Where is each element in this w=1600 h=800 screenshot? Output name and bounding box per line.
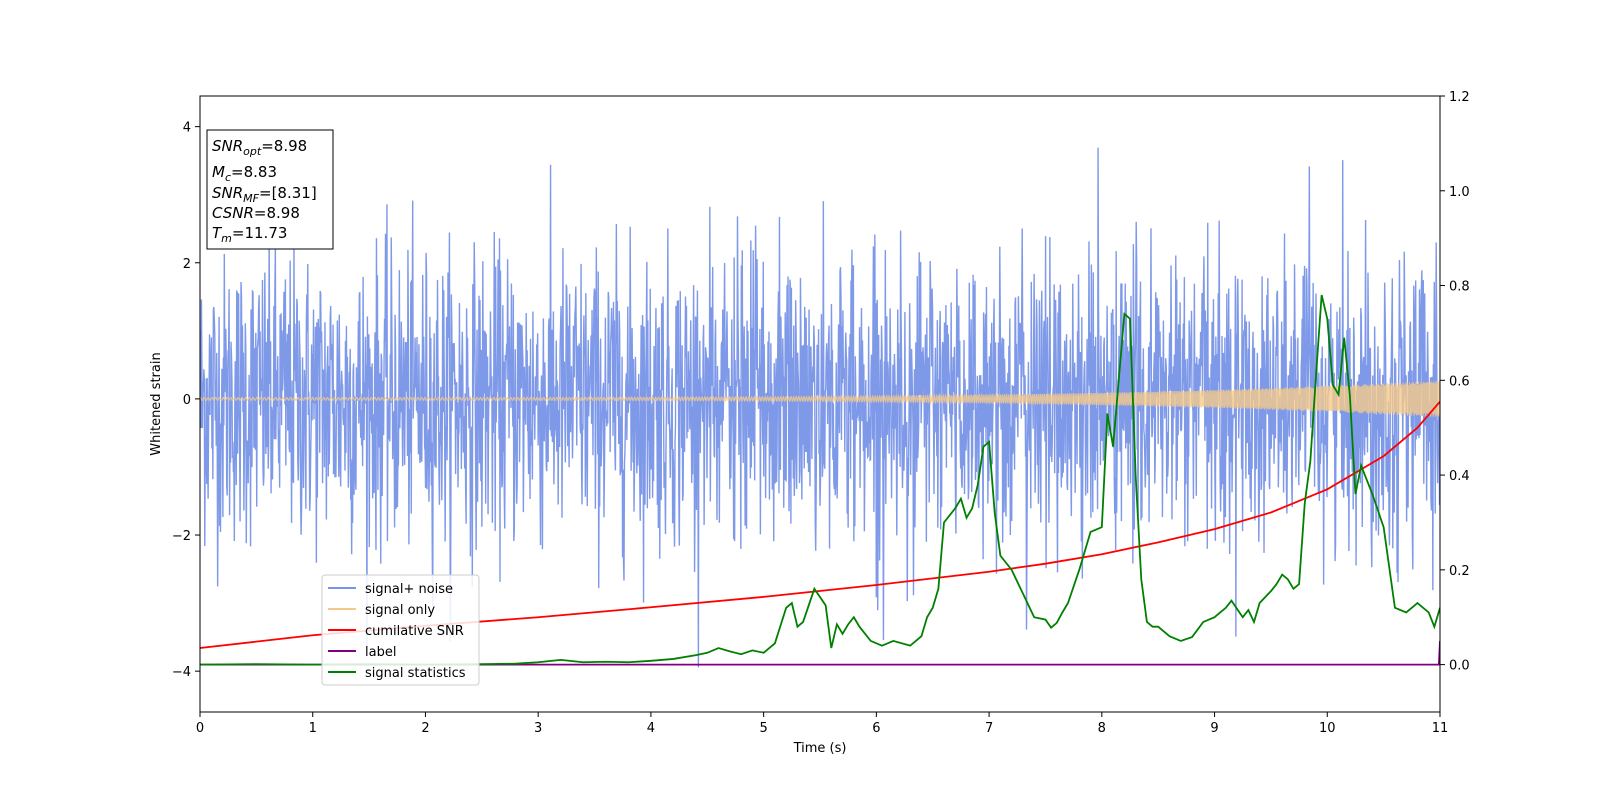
info-line: SNRopt=8.98 <box>212 137 307 158</box>
y-right-tick-label: 1.2 <box>1449 90 1470 105</box>
plot-frame <box>199 95 1441 713</box>
info-subscript: opt <box>243 145 262 158</box>
legend-label: signal only <box>365 603 435 618</box>
legend-label: signal statistics <box>365 666 466 681</box>
y-left-tick-label: −2 <box>172 529 191 544</box>
x-tick-label: 4 <box>647 721 655 736</box>
y-axis-label: Whitened strain <box>149 352 164 455</box>
x-tick-label: 5 <box>759 721 767 736</box>
y-left-tick-label: −4 <box>172 665 191 680</box>
x-tick-label: 10 <box>1319 721 1336 736</box>
info-symbol: CSNR <box>212 204 254 222</box>
info-value: =8.83 <box>231 163 277 181</box>
info-box: SNRopt=8.98Mc=8.83SNRMF=[8.31]CSNR=8.98T… <box>206 129 334 250</box>
y-right-tick-label: 1.0 <box>1449 185 1470 200</box>
legend-frame <box>321 574 480 686</box>
series-cumilative-snr <box>200 401 1440 649</box>
series-signal-only <box>200 380 1440 417</box>
info-value: =11.73 <box>232 224 288 242</box>
series-layer <box>200 147 1440 668</box>
info-line: Mc=8.83 <box>212 163 277 184</box>
info-symbol: M <box>212 163 225 181</box>
y-right-tick-label: 0.8 <box>1449 280 1470 295</box>
y-right-tick-label: 0.6 <box>1449 374 1470 389</box>
y-axis-left: 4 2 0 −2 −4 <box>172 121 200 680</box>
x-tick-label: 0 <box>196 721 204 736</box>
x-tick-label: 8 <box>1098 721 1106 736</box>
info-value: =[8.31] <box>259 184 317 202</box>
legend-label: label <box>365 645 396 660</box>
y-right-tick-label: 0.0 <box>1449 659 1470 674</box>
info-subscript: c <box>225 171 231 184</box>
info-box-frame <box>206 129 334 250</box>
info-value: =8.98 <box>261 137 307 155</box>
x-tick-label: 2 <box>421 721 429 736</box>
y-right-tick-label: 0.2 <box>1449 564 1470 579</box>
x-axis: 0 1 2 3 4 5 6 7 8 9 10 11 <box>196 712 1448 736</box>
info-symbol: T <box>212 224 223 242</box>
info-symbol: SNR <box>212 137 243 155</box>
x-tick-label: 6 <box>872 721 880 736</box>
info-subscript: m <box>221 232 232 245</box>
y-left-tick-label: 2 <box>183 257 191 272</box>
info-symbol: SNR <box>212 184 243 202</box>
legend-label: signal+ noise <box>365 582 453 597</box>
info-line: Tm=11.73 <box>212 224 287 245</box>
series-signal-statistics <box>200 294 1440 666</box>
x-tick-label: 9 <box>1210 721 1218 736</box>
info-subscript: MF <box>243 192 259 205</box>
y-right-tick-label: 0.4 <box>1449 469 1470 484</box>
y-left-tick-label: 0 <box>183 393 191 408</box>
x-tick-label: 1 <box>309 721 317 736</box>
y-left-tick-label: 4 <box>183 121 191 136</box>
legend-label: cumilative SNR <box>365 624 464 639</box>
info-line: CSNR=8.98 <box>212 204 300 222</box>
x-tick-label: 3 <box>534 721 542 736</box>
series-signal-noise <box>200 147 1440 668</box>
info-value: =8.98 <box>254 204 300 222</box>
legend: signal+ noise signal only cumilative SNR la… <box>321 574 480 686</box>
x-tick-label: 7 <box>985 721 993 736</box>
info-line: SNRMF=[8.31] <box>212 184 317 205</box>
x-tick-label: 11 <box>1432 721 1449 736</box>
x-axis-label: Time (s) <box>793 741 847 756</box>
y-axis-right: 1.2 1.0 0.8 0.6 0.4 0.2 0.0 <box>1440 90 1470 674</box>
